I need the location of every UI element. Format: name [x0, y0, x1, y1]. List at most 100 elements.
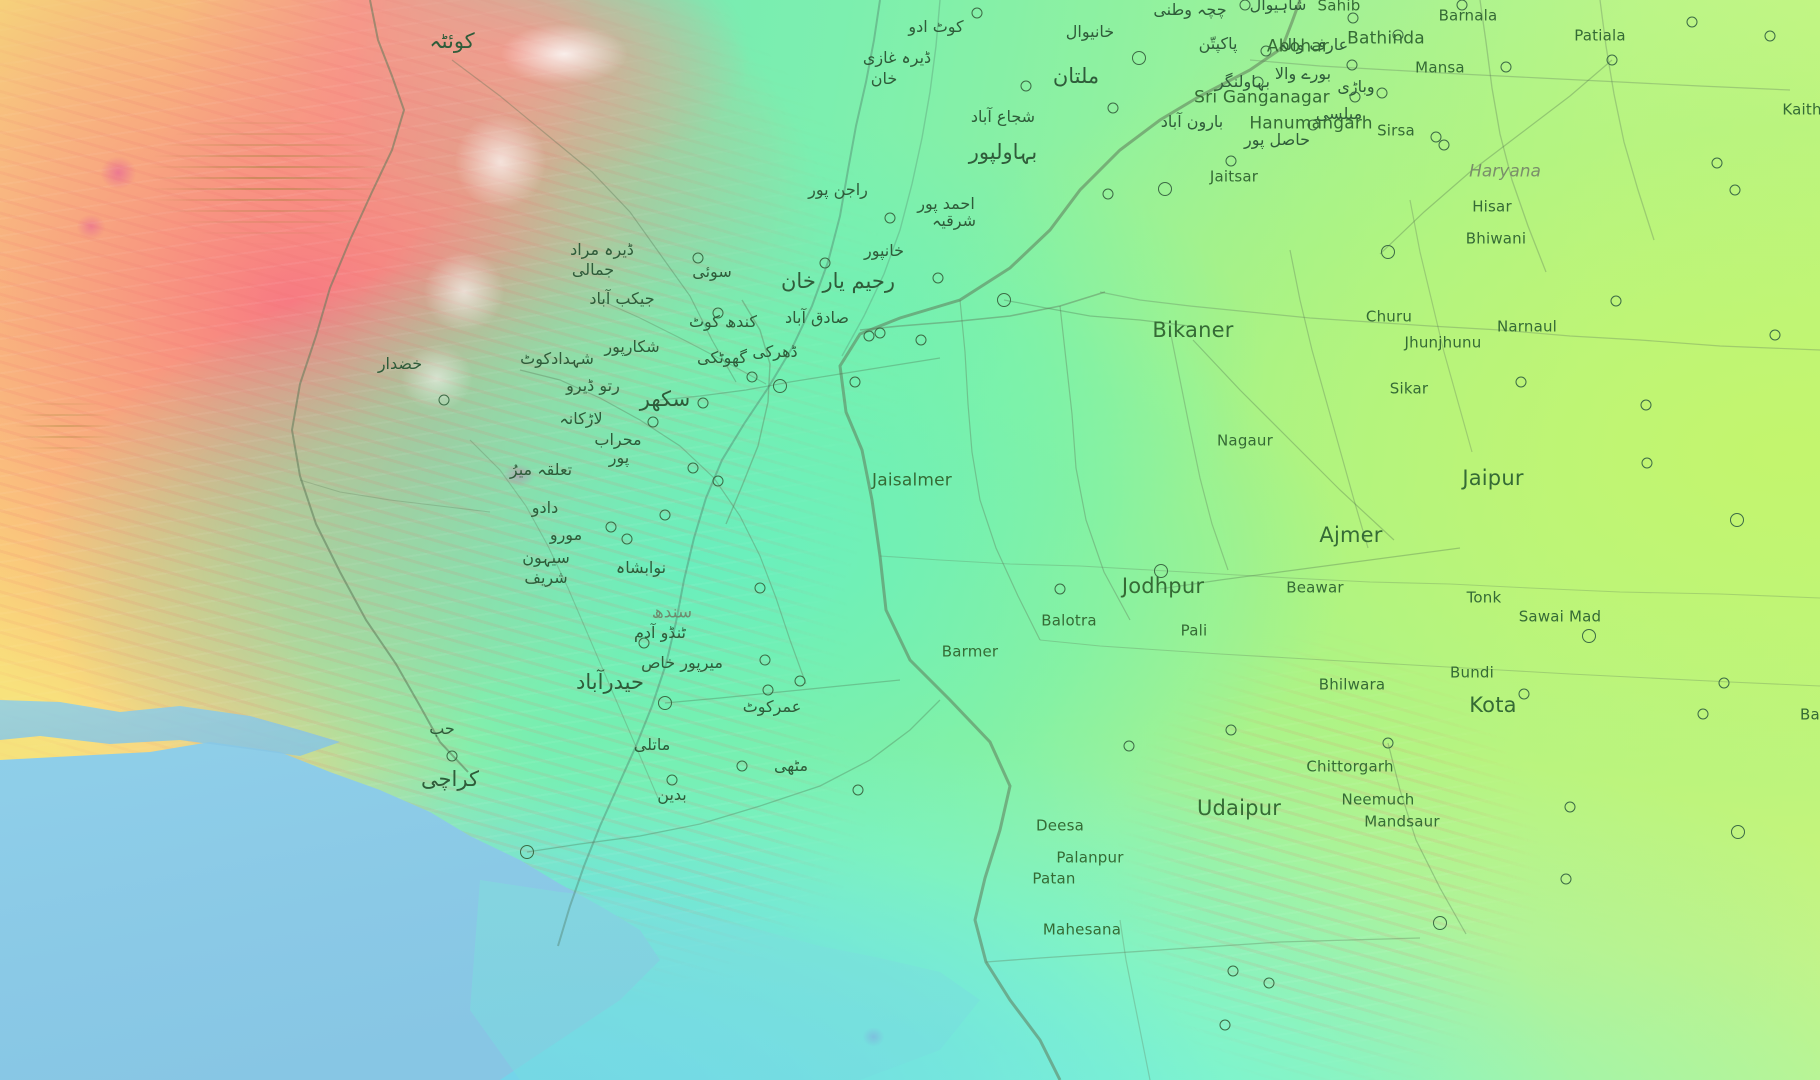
city-label[interactable]: وباڑی — [1337, 77, 1375, 97]
city-marker-dot[interactable] — [1456, 0, 1468, 11]
city-marker-dot[interactable] — [1252, 76, 1264, 88]
city-marker-dot[interactable] — [1154, 564, 1168, 578]
city-label[interactable]: کندھ کوٹ — [688, 312, 758, 332]
city-label[interactable]: احمد پور — [917, 194, 975, 214]
city-label[interactable]: Bathinda — [1347, 28, 1425, 49]
city-label[interactable]: حیدرآباد — [576, 670, 644, 695]
city-marker-dot[interactable] — [1239, 0, 1251, 11]
city-label[interactable]: Udaipur — [1196, 796, 1282, 821]
city-marker-dot[interactable] — [746, 371, 758, 383]
city-marker-dot[interactable] — [884, 212, 896, 224]
city-label[interactable]: خان — [870, 69, 898, 89]
city-marker-dot[interactable] — [1102, 188, 1114, 200]
city-label[interactable]: محراب — [594, 430, 642, 450]
city-marker-dot[interactable] — [915, 334, 927, 346]
city-label[interactable]: Hisar — [1472, 197, 1512, 216]
city-label[interactable]: شاہیوال — [1249, 0, 1307, 15]
city-marker-dot[interactable] — [1263, 977, 1275, 989]
city-marker-dot[interactable] — [852, 784, 864, 796]
city-marker-dot[interactable] — [1382, 737, 1394, 749]
city-marker-dot[interactable] — [762, 684, 774, 696]
city-marker-dot[interactable] — [1132, 51, 1146, 65]
city-marker-dot[interactable] — [621, 533, 633, 545]
city-label[interactable]: سیہون — [522, 548, 570, 568]
city-label[interactable]: Balotra — [1041, 611, 1097, 630]
city-marker-dot[interactable] — [1107, 102, 1119, 114]
city-label[interactable]: میلسی — [1315, 104, 1363, 124]
city-marker-dot[interactable] — [605, 521, 617, 533]
city-label[interactable]: میرپور خاص — [641, 653, 723, 673]
city-marker-dot[interactable] — [1123, 740, 1135, 752]
city-label[interactable]: Churu — [1365, 307, 1413, 326]
city-label[interactable]: کراچی — [421, 767, 479, 792]
city-label[interactable]: بہاولپور — [968, 140, 1038, 165]
city-marker-dot[interactable] — [794, 675, 806, 687]
city-marker-dot[interactable] — [638, 637, 650, 649]
city-label[interactable]: سوئی — [692, 262, 732, 282]
city-label[interactable]: Abohar — [1266, 36, 1330, 57]
city-label[interactable]: Bhilwara — [1318, 675, 1386, 694]
city-label[interactable]: Nagaur — [1217, 431, 1273, 450]
city-marker-dot[interactable] — [759, 654, 771, 666]
city-marker-dot[interactable] — [1711, 157, 1723, 169]
city-marker-dot[interactable] — [1641, 457, 1653, 469]
city-label[interactable]: Sri Ganganagar — [1194, 87, 1330, 108]
city-label[interactable]: Jaitsar — [1209, 167, 1259, 186]
city-label[interactable]: Hanumangarh — [1249, 113, 1373, 134]
city-label[interactable]: لاڑکانہ — [559, 409, 603, 429]
city-marker-dot[interactable] — [819, 257, 831, 269]
city-label[interactable]: Jaisalmer — [872, 470, 952, 491]
city-marker-dot[interactable] — [1686, 16, 1698, 28]
city-label[interactable]: خانیوال — [1065, 22, 1115, 42]
city-marker-dot[interactable] — [1054, 583, 1066, 595]
city-marker-dot[interactable] — [1438, 139, 1450, 151]
city-label[interactable]: شہدادکوٹ — [520, 349, 594, 369]
city-marker-dot[interactable] — [1769, 329, 1781, 341]
city-label[interactable]: Chittorgarh — [1306, 757, 1394, 776]
city-label[interactable]: جیکب آباد — [589, 289, 655, 309]
city-marker-dot[interactable] — [692, 252, 704, 264]
city-marker-dot[interactable] — [687, 462, 699, 474]
city-marker-dot[interactable] — [1500, 61, 1512, 73]
city-marker-dot[interactable] — [658, 696, 672, 710]
city-label[interactable]: Sikar — [1389, 379, 1429, 398]
city-label[interactable]: Sahib — [1317, 0, 1361, 15]
city-label[interactable]: بارون آباد — [1160, 112, 1224, 132]
city-label[interactable]: Palanpur — [1056, 848, 1124, 867]
city-marker-dot[interactable] — [849, 376, 861, 388]
city-marker-dot[interactable] — [666, 774, 678, 786]
city-label[interactable]: Ba — [1800, 705, 1820, 724]
city-marker-dot[interactable] — [1729, 184, 1741, 196]
city-marker-dot[interactable] — [647, 416, 659, 428]
city-marker-dot[interactable] — [659, 509, 671, 521]
city-label[interactable]: ڈھرکی — [752, 342, 798, 362]
city-label[interactable]: مٹھی — [773, 756, 809, 776]
city-label[interactable]: Sirsa — [1377, 121, 1415, 140]
city-label[interactable]: Bhiwani — [1465, 229, 1527, 248]
city-marker-dot[interactable] — [1227, 965, 1239, 977]
city-label[interactable]: پاکپتّن — [1198, 34, 1238, 54]
city-label[interactable]: خانپور — [863, 241, 905, 261]
city-marker-dot[interactable] — [1219, 1019, 1231, 1031]
city-marker-dot[interactable] — [863, 330, 875, 342]
city-label[interactable]: حاصل پور — [1244, 130, 1310, 150]
city-label[interactable]: Pali — [1180, 621, 1208, 640]
city-label[interactable]: ڈیرہ غازی — [862, 48, 932, 68]
city-label[interactable]: Mahesana — [1042, 920, 1122, 939]
city-marker-dot[interactable] — [1430, 131, 1442, 143]
city-marker-dot[interactable] — [1515, 376, 1527, 388]
city-label[interactable]: Beawar — [1286, 578, 1344, 597]
city-marker-dot[interactable] — [754, 582, 766, 594]
city-label[interactable]: Tonk — [1466, 588, 1502, 607]
city-marker-dot[interactable] — [1560, 873, 1572, 885]
city-label[interactable]: Barmer — [941, 642, 999, 661]
city-marker-dot[interactable] — [438, 394, 450, 406]
city-marker-dot[interactable] — [1347, 12, 1359, 24]
city-marker-dot[interactable] — [1582, 629, 1596, 643]
city-label[interactable]: Kota — [1469, 693, 1517, 718]
city-label[interactable]: Bikaner — [1152, 318, 1234, 343]
city-label[interactable]: خضدار — [377, 354, 423, 374]
city-marker-dot[interactable] — [1346, 59, 1358, 71]
city-marker-dot[interactable] — [1020, 80, 1032, 92]
city-label[interactable]: Sawai Mad — [1518, 607, 1602, 626]
